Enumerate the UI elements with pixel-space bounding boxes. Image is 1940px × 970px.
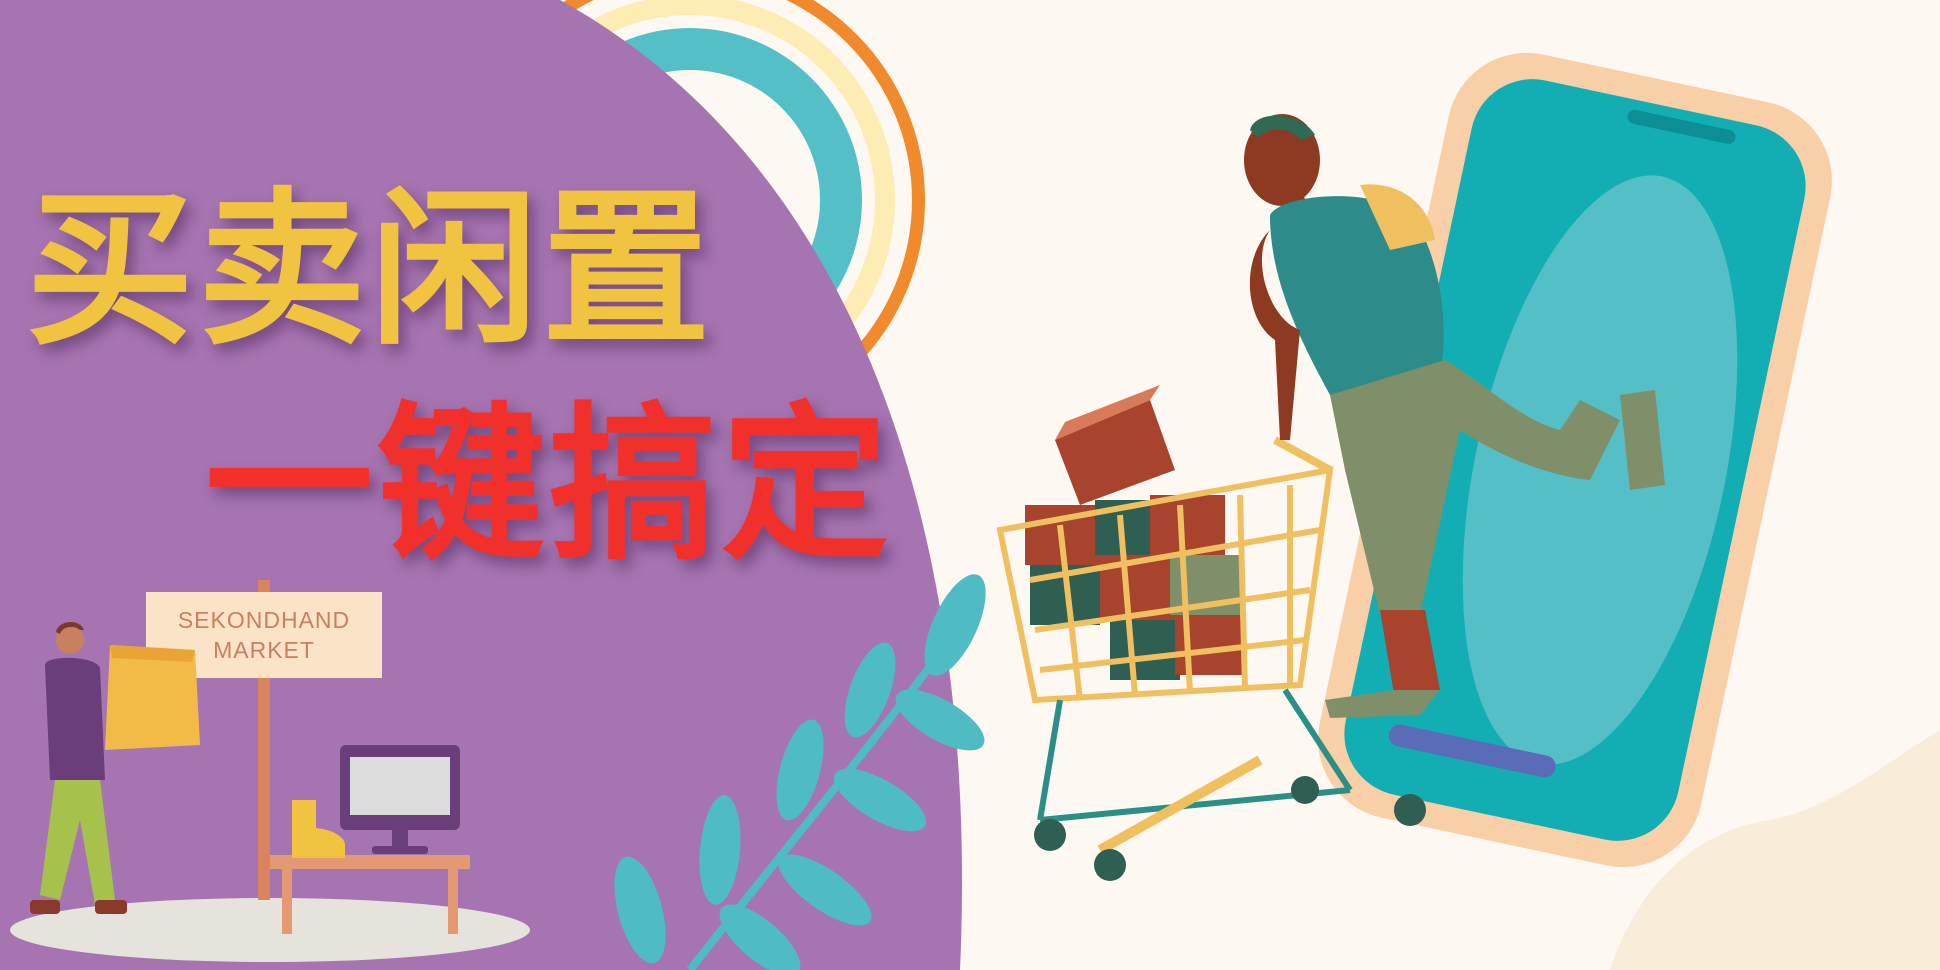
person-carrying-box	[30, 621, 200, 914]
sign-board: SEKONDHAND MARKET	[146, 592, 382, 678]
headline-one-click-done: 一键搞定	[205, 387, 893, 583]
leaf-branch	[614, 574, 986, 970]
headline-buy-sell-idle: 买卖闲置	[26, 172, 714, 368]
sign-line-1: SEKONDHAND	[177, 607, 351, 633]
sign-line-2: MARKET	[213, 637, 315, 663]
table	[270, 855, 470, 934]
boot	[292, 800, 345, 858]
cart-wheels	[1034, 776, 1426, 881]
man-riding-shopping-cart	[1244, 114, 1665, 718]
ground-shadow	[10, 898, 530, 962]
corner-blob	[1610, 730, 1940, 970]
computer-monitor	[340, 745, 460, 854]
purple-panel	[0, 0, 962, 970]
